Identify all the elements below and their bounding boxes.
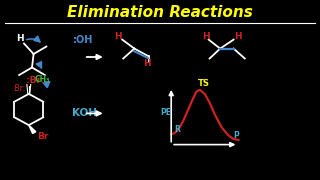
Text: H: H: [143, 59, 151, 68]
Text: Br: Br: [37, 132, 48, 141]
Text: CH₃: CH₃: [35, 75, 50, 84]
Text: H: H: [234, 32, 241, 41]
Text: PE: PE: [160, 108, 171, 117]
Text: TS: TS: [198, 79, 210, 88]
Text: H: H: [16, 34, 24, 43]
Polygon shape: [29, 125, 36, 134]
Text: R: R: [174, 125, 180, 134]
Text: P: P: [234, 131, 239, 140]
Text: Elimination Reactions: Elimination Reactions: [67, 4, 253, 19]
Text: :OH: :OH: [73, 35, 93, 45]
Text: H: H: [202, 32, 209, 41]
Text: KOH: KOH: [72, 108, 97, 118]
Text: :Br:: :Br:: [26, 76, 44, 85]
Text: H: H: [115, 32, 122, 41]
Text: :Br:: :Br:: [12, 84, 26, 93]
